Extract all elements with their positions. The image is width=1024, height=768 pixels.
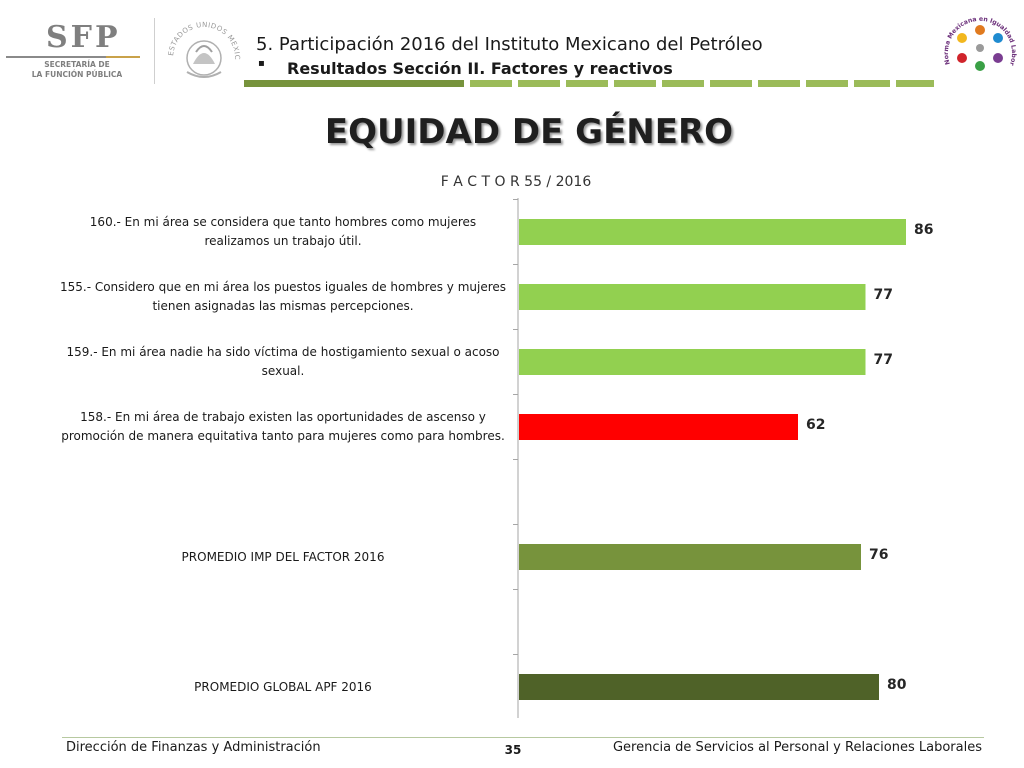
mexican-seal-icon: ESTADOS UNIDOS MEXICANOS [163, 12, 241, 78]
sfp-logo-line2: LA FUNCIÓN PÚBLICA [31, 70, 123, 79]
bar-3 [519, 414, 798, 440]
footer-left-text: Dirección de Finanzas y Administración [66, 740, 321, 755]
sfp-logo: SFP SECRETARÍA DE LA FUNCIÓN PÚBLICA [6, 18, 146, 88]
header-segment-strip [244, 80, 934, 87]
norma-igualdad-logo-icon: Norma Mexicana en Igualdad Laboral y No … [938, 6, 1017, 71]
sfp-logo-word: SFP [46, 20, 121, 55]
header-divider [154, 18, 155, 84]
data-label-0: 86 [914, 222, 934, 238]
footer-rule [62, 737, 984, 738]
bar-1 [519, 284, 866, 310]
bar-5 [519, 544, 861, 570]
category-label-3: 158.- En mi área de trabajo existen las … [61, 410, 505, 443]
data-label-3: 62 [806, 417, 826, 433]
category-label-7: PROMEDIO GLOBAL APF 2016 [194, 679, 372, 694]
header-title: 5. Participación 2016 del Instituto Mexi… [256, 34, 763, 55]
data-label-5: 76 [869, 547, 889, 563]
bar-7 [519, 674, 879, 700]
category-label-0: 160.- En mi área se considera que tanto … [89, 215, 477, 248]
sfp-logo-line1: SECRETARÍA DE [44, 60, 110, 69]
header-subtitle: Resultados Sección II. Factores y reacti… [287, 59, 673, 78]
sfp-logo-rule [6, 56, 140, 58]
bullet-icon: ▪ [258, 58, 265, 69]
bar-0 [519, 219, 906, 245]
page-number: 35 [504, 743, 522, 757]
sfp-logo-caption: SECRETARÍA DE LA FUNCIÓN PÚBLICA [22, 60, 132, 80]
page-title: EQUIDAD DE GÉNERO [324, 112, 734, 152]
category-label-5: PROMEDIO IMP DEL FACTOR 2016 [181, 549, 385, 564]
bar-2 [519, 349, 866, 375]
footer-right-text: Gerencia de Servicios al Personal y Rela… [612, 740, 982, 755]
data-label-2: 77 [873, 352, 893, 368]
data-label-7: 80 [887, 677, 907, 693]
data-label-1: 77 [873, 287, 893, 303]
category-label-2: 159.- En mi área nadie ha sido víctima d… [66, 345, 500, 378]
chart-title: F A C T O R 55 / 2016 [440, 174, 592, 190]
sfp-logo-rule-accent [106, 56, 140, 58]
category-label-1: 155.- Considero que en mi área los puest… [59, 280, 507, 313]
